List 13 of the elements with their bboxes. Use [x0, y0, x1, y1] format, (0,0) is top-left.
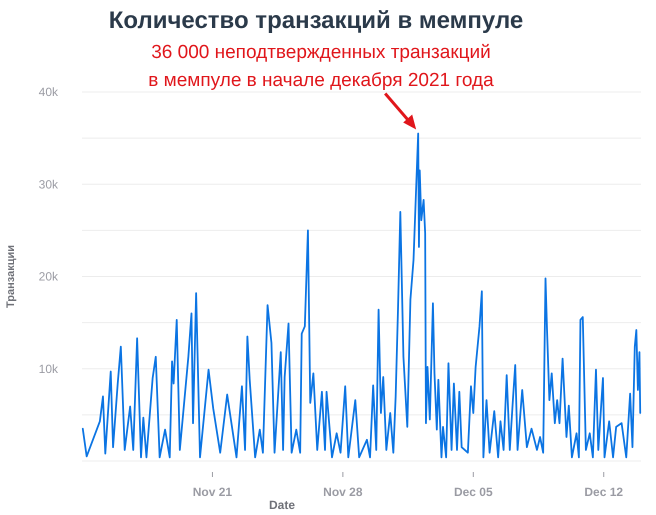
y-tick-label: 40k [38, 85, 59, 100]
x-tick-label: Nov 28 [323, 485, 363, 499]
x-tick-label: Dec 05 [454, 485, 493, 499]
x-tick-label: Nov 21 [192, 485, 232, 499]
y-tick-label: 30k [38, 177, 59, 192]
y-axis-title: Транзакции [5, 244, 17, 308]
chart-title: Количество транзакций в мемпуле [108, 7, 524, 34]
x-tick-label: Dec 12 [584, 485, 624, 499]
line-series [82, 132, 642, 458]
y-tick-label: 20k [38, 270, 59, 284]
y-tick-label: 10k [38, 362, 59, 376]
x-axis-title: Date [268, 498, 296, 512]
annotation: 36 000 неподтвержденных транзакций в мемпуле в начале декабря 2021 года [148, 42, 494, 91]
